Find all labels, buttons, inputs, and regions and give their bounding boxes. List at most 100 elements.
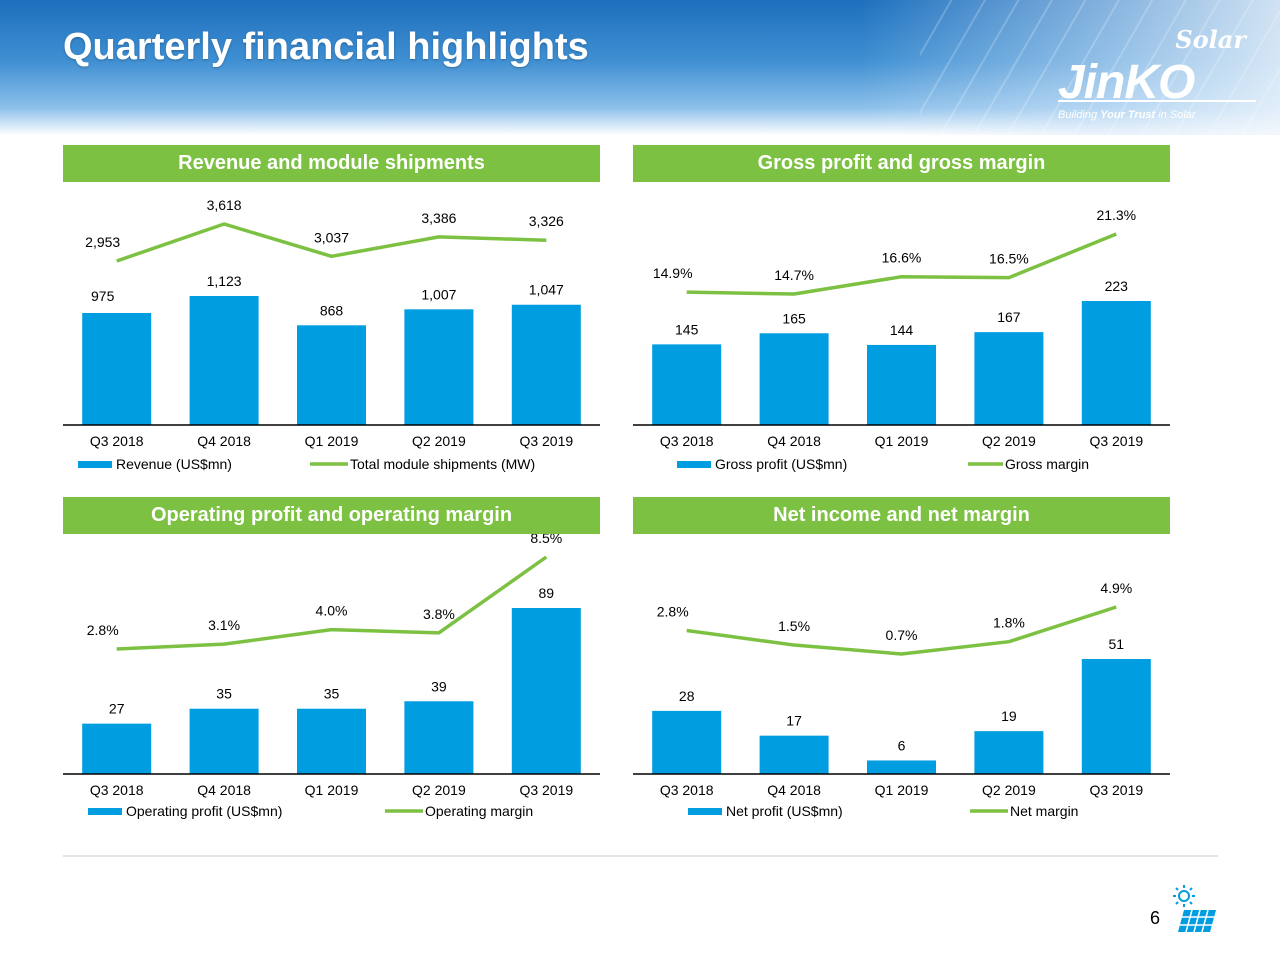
category-label-rev-2: Q1 2019 (305, 433, 359, 449)
bar-gp-1 (759, 333, 829, 425)
bar-gp-0 (652, 344, 722, 425)
legend-swatch-bar-ni (688, 808, 722, 815)
bar-ni-2 (867, 760, 936, 774)
jinko-solar-logo: Solar JinKO Building Your Trust in Solar (1058, 25, 1256, 121)
bar-label-rev-4: 1,047 (529, 282, 564, 298)
bar-label-op-2: 35 (324, 686, 340, 702)
bar-label-gp-3: 167 (997, 309, 1021, 325)
page-header: Quarterly financial highlights (0, 0, 1280, 135)
legend-swatch-bar-rev (78, 461, 112, 468)
line-label-ni-2: 0.7% (886, 627, 918, 643)
category-label-op-3: Q2 2019 (412, 782, 466, 798)
bar-label-gp-0: 145 (675, 321, 699, 337)
bar-ni-1 (759, 735, 829, 774)
bar-gp-2 (867, 344, 936, 425)
category-label-gp-3: Q2 2019 (982, 433, 1036, 449)
bar-rev-4 (511, 304, 581, 425)
bar-label-op-1: 35 (216, 686, 232, 702)
category-label-rev-0: Q3 2018 (90, 433, 144, 449)
bar-label-ni-1: 17 (786, 713, 802, 729)
bar-ni-4 (1081, 659, 1151, 774)
operating-profit-chart: Q3 2018 Q4 2018 Q1 2019 Q2 2019 Q3 2019 27 35 3… (63, 534, 600, 819)
bar-rev-1 (189, 296, 259, 425)
bar-label-rev-0: 975 (91, 288, 115, 304)
legend-swatch-bar-op (88, 808, 122, 815)
line-label-gp-3: 16.5% (989, 251, 1029, 267)
bar-label-ni-3: 19 (1001, 708, 1017, 724)
line-label-op-4: 8.5% (530, 534, 562, 546)
line-label-op-2: 4.0% (316, 603, 348, 619)
legend-swatch-bar-gp (677, 461, 711, 468)
page-title: Quarterly financial highlights (63, 26, 589, 68)
footer-divider (63, 855, 1218, 857)
legend-label-bar-ni: Net profit (US$mn) (726, 803, 843, 819)
line-label-rev-1: 3,618 (207, 197, 242, 213)
solar-panel-sun-icon (1173, 885, 1216, 933)
category-label-ni-4: Q3 2019 (1089, 782, 1143, 798)
legend-label-bar-rev: Revenue (US$mn) (116, 456, 232, 472)
logo-script-text: Solar (1175, 25, 1248, 54)
category-label-rev-4: Q3 2019 (519, 433, 573, 449)
line-series-ni (686, 605, 1117, 656)
legend-label-bar-gp: Gross profit (US$mn) (715, 456, 847, 472)
bar-label-gp-2: 144 (890, 322, 914, 338)
panel-header-revenue: Revenue and module shipments (63, 145, 600, 182)
category-label-ni-3: Q2 2019 (982, 782, 1036, 798)
bar-gp-3 (974, 332, 1044, 425)
line-label-rev-3: 3,386 (421, 210, 456, 226)
category-label-op-1: Q4 2018 (197, 782, 251, 798)
logo-tagline: Building Your Trust in Solar (1058, 109, 1197, 121)
panel-header-net-income: Net income and net margin (633, 497, 1170, 534)
line-label-gp-1: 14.7% (774, 267, 814, 283)
bar-label-gp-4: 223 (1105, 278, 1129, 294)
line-label-gp-0: 14.9% (653, 265, 693, 281)
bar-rev-0 (82, 313, 152, 425)
bar-gp-4 (1081, 301, 1151, 425)
bar-label-ni-0: 28 (679, 688, 695, 704)
line-label-ni-3: 1.8% (993, 615, 1025, 631)
legend-label-bar-op: Operating profit (US$mn) (126, 803, 282, 819)
bar-label-gp-1: 165 (782, 310, 806, 326)
category-label-op-4: Q3 2019 (519, 782, 573, 798)
line-label-op-0: 2.8% (87, 622, 119, 638)
panel-header-operating-profit: Operating profit and operating margin (63, 497, 600, 534)
bar-label-ni-2: 6 (898, 737, 906, 753)
panel-header-gross-profit: Gross profit and gross margin (633, 145, 1170, 182)
revenue-shipments-chart: Q3 2018 Q4 2018 Q1 2019 Q2 2019 Q3 2019 975 1,… (63, 197, 600, 472)
logo-tagline-pre: Building (1058, 109, 1100, 121)
category-label-rev-1: Q4 2018 (197, 433, 251, 449)
bar-op-0 (82, 723, 152, 774)
legend-label-line-rev: Total module shipments (MW) (350, 456, 535, 472)
bar-label-op-3: 39 (431, 678, 447, 694)
line-label-rev-4: 3,326 (529, 213, 564, 229)
bar-op-3 (404, 701, 474, 774)
line-label-gp-2: 16.6% (882, 250, 922, 266)
line-label-gp-4: 21.3% (1096, 207, 1136, 223)
bar-label-op-0: 27 (109, 701, 125, 717)
line-series-rev (116, 222, 547, 263)
bar-ni-3 (974, 731, 1044, 774)
bar-label-ni-4: 51 (1109, 636, 1125, 652)
net-income-chart: Q3 2018 Q4 2018 Q1 2019 Q2 2019 Q3 2019 28 17 6… (633, 580, 1170, 819)
bar-label-rev-2: 868 (320, 302, 344, 318)
line-label-rev-2: 3,037 (314, 229, 349, 245)
logo-tagline-bold: Your Trust (1100, 109, 1156, 121)
category-label-ni-1: Q4 2018 (767, 782, 821, 798)
gross-profit-chart: Q3 2018 Q4 2018 Q1 2019 Q2 2019 Q3 2019 145 16… (633, 207, 1170, 472)
category-label-gp-2: Q1 2019 (875, 433, 929, 449)
legend-label-line-gp: Gross margin (1005, 456, 1089, 472)
category-label-ni-2: Q1 2019 (875, 782, 929, 798)
line-label-ni-1: 1.5% (778, 618, 810, 634)
category-label-gp-0: Q3 2018 (660, 433, 714, 449)
category-label-op-0: Q3 2018 (90, 782, 144, 798)
category-label-gp-4: Q3 2019 (1089, 433, 1143, 449)
line-label-rev-0: 2,953 (85, 234, 120, 250)
line-label-ni-4: 4.9% (1100, 580, 1132, 596)
category-label-gp-1: Q4 2018 (767, 433, 821, 449)
bar-op-4 (511, 608, 581, 774)
line-series-op (116, 555, 548, 651)
bar-rev-3 (404, 309, 474, 425)
bar-op-1 (189, 708, 259, 774)
bar-label-rev-1: 1,123 (207, 273, 242, 289)
category-label-op-2: Q1 2019 (305, 782, 359, 798)
